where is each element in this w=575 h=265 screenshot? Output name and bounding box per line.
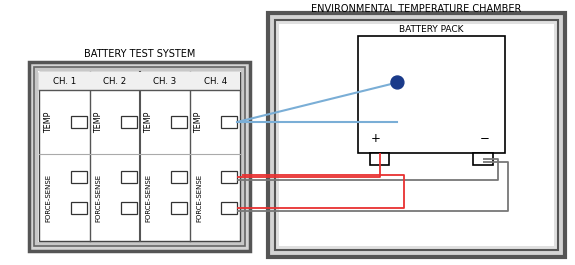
Bar — [71, 202, 87, 214]
Bar — [121, 171, 137, 183]
Text: ENVIRONMENTAL TEMPERATURE CHAMBER: ENVIRONMENTAL TEMPERATURE CHAMBER — [311, 4, 522, 14]
Bar — [473, 153, 493, 165]
Bar — [39, 72, 240, 90]
Text: FORCE-SENSE: FORCE-SENSE — [145, 174, 152, 222]
Bar — [171, 202, 187, 214]
Text: CH. 3: CH. 3 — [154, 77, 177, 86]
Bar — [268, 13, 565, 257]
Bar — [121, 116, 137, 128]
Text: FORCE-SENSE: FORCE-SENSE — [196, 174, 202, 222]
Bar — [34, 67, 245, 246]
Bar — [279, 24, 554, 246]
Text: −: − — [480, 132, 490, 145]
Bar — [71, 171, 87, 183]
Text: BATTERY PACK: BATTERY PACK — [399, 25, 463, 34]
Circle shape — [391, 76, 404, 89]
Bar — [221, 116, 237, 128]
Bar — [39, 72, 240, 241]
Text: BATTERY TEST SYSTEM: BATTERY TEST SYSTEM — [84, 49, 196, 59]
Text: +: + — [371, 132, 381, 145]
Text: CH. 1: CH. 1 — [53, 77, 76, 86]
Bar — [221, 202, 237, 214]
Text: CH. 2: CH. 2 — [103, 77, 126, 86]
Text: CH. 4: CH. 4 — [204, 77, 227, 86]
Text: TEMP: TEMP — [194, 111, 204, 133]
Bar — [358, 36, 505, 153]
Bar — [29, 62, 250, 251]
Text: TEMP: TEMP — [144, 111, 153, 133]
Bar — [370, 153, 389, 165]
Bar — [39, 71, 242, 242]
Bar — [121, 202, 137, 214]
Bar — [171, 116, 187, 128]
Bar — [171, 171, 187, 183]
Bar — [275, 20, 558, 250]
Text: TEMP: TEMP — [44, 111, 53, 133]
Text: FORCE-SENSE: FORCE-SENSE — [95, 174, 102, 222]
Text: TEMP: TEMP — [94, 111, 103, 133]
Bar — [221, 171, 237, 183]
Text: FORCE-SENSE: FORCE-SENSE — [45, 174, 51, 222]
Bar — [71, 116, 87, 128]
